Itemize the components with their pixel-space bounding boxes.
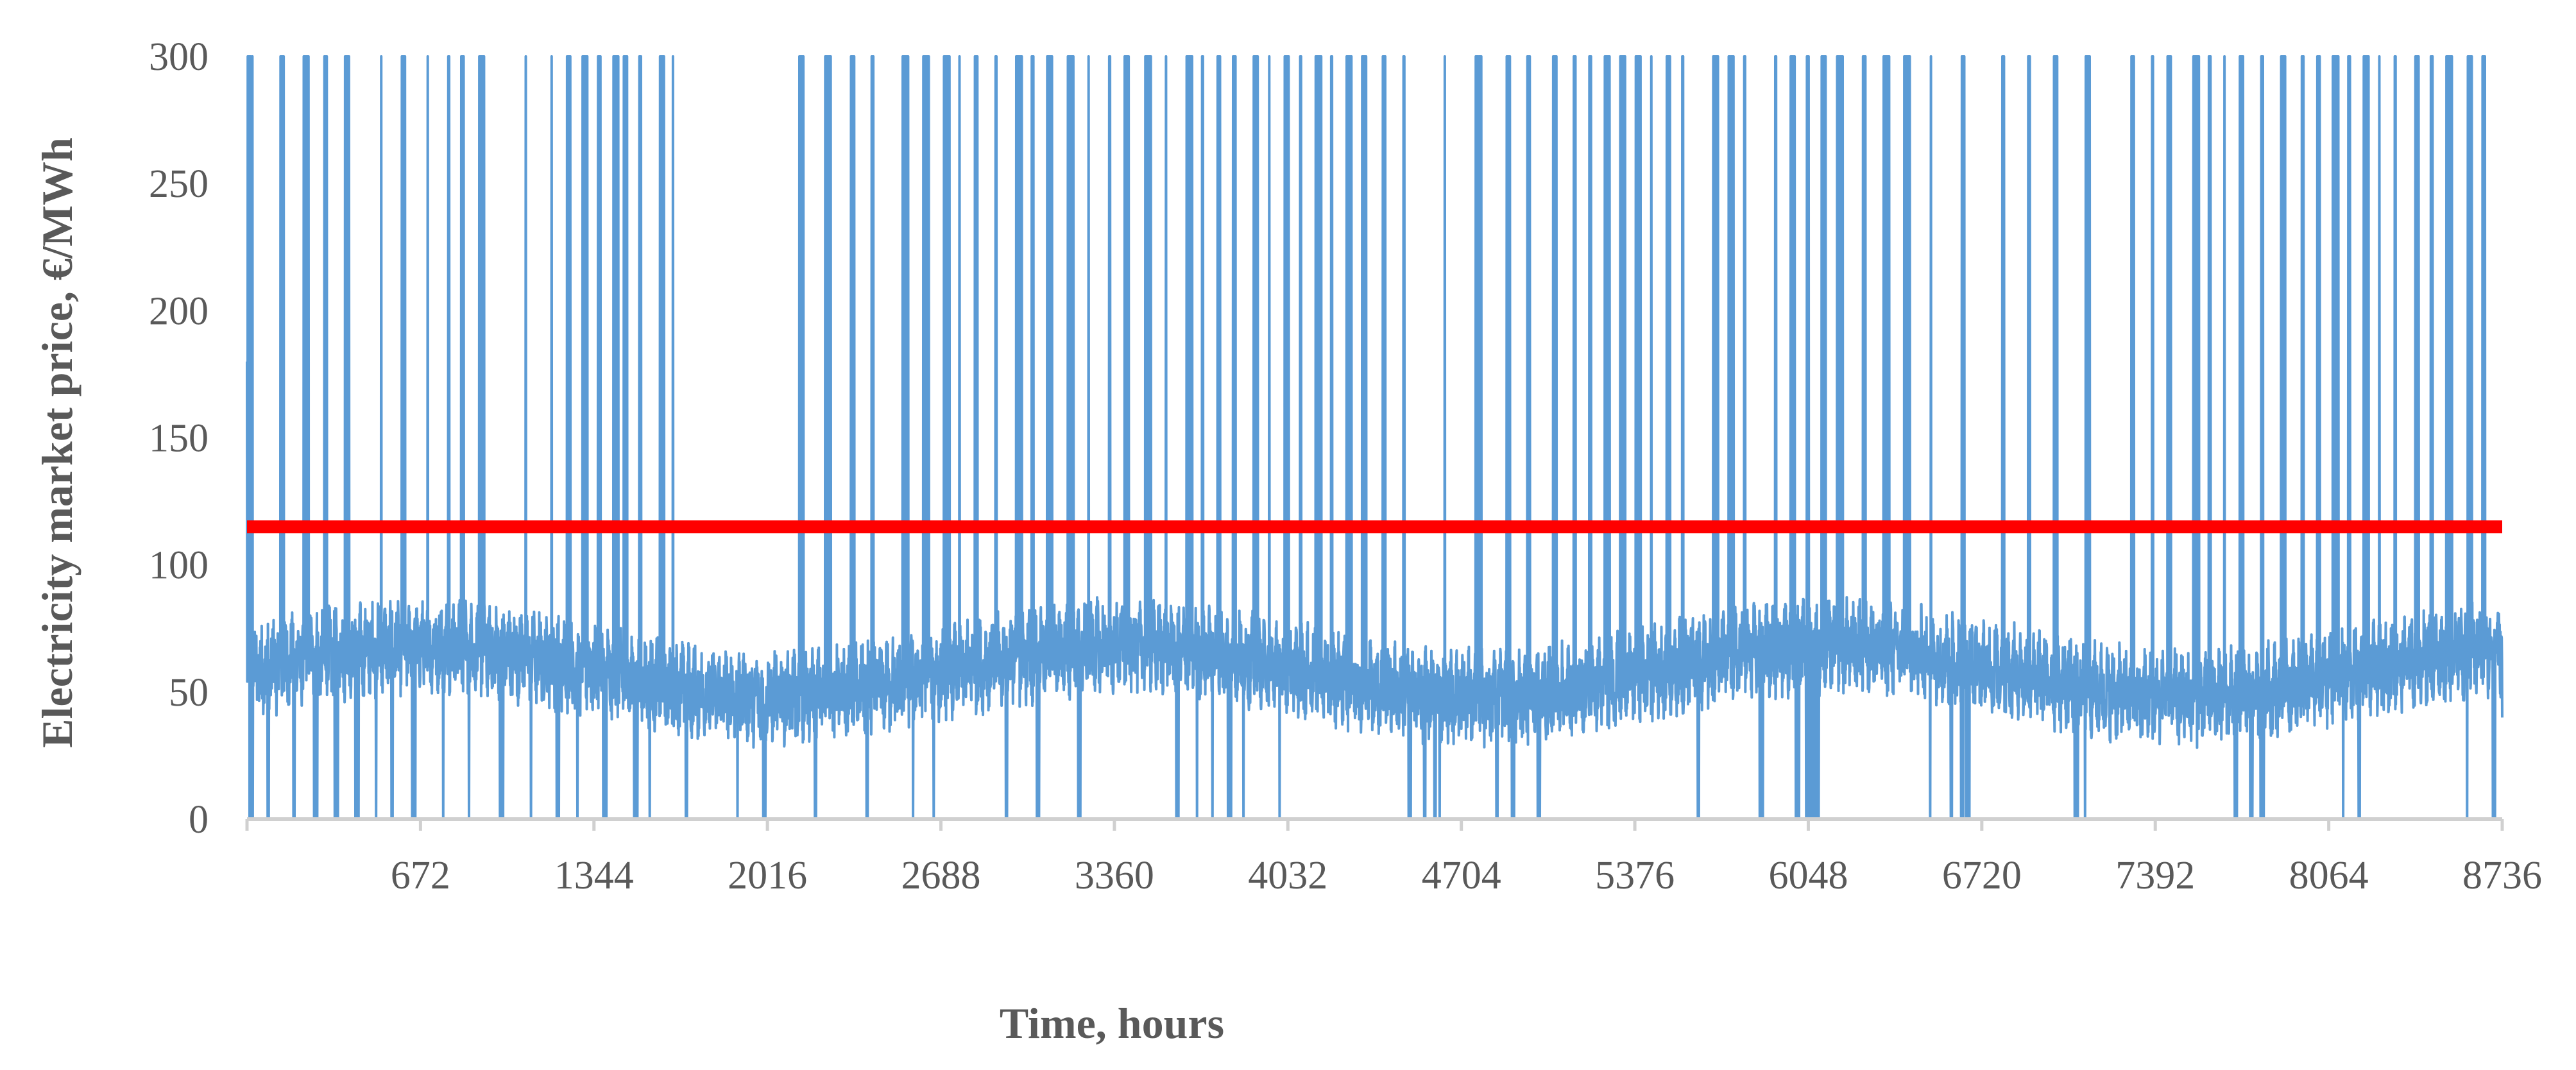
- x-axis-ticks: 672 1344 2016 2688 3360 4032 4704 5376 6048 6720 7…: [245, 819, 2542, 897]
- x-tick-label: 672: [391, 854, 450, 897]
- y-axis-ticks: 0 50 100 150 200 250 300: [149, 35, 209, 842]
- y-tick-label: 0: [189, 798, 209, 842]
- price-line: [246, 55, 2503, 820]
- x-tick-label: 5376: [1595, 854, 1675, 897]
- price-series: [246, 55, 2503, 820]
- y-tick-label: 200: [149, 289, 209, 333]
- x-tick-label: 8064: [2289, 854, 2369, 897]
- y-tick-label: 50: [169, 671, 209, 715]
- x-tick-label: 4032: [1248, 854, 1327, 897]
- x-tick-label: 3360: [1075, 854, 1154, 897]
- y-tick-label: 300: [149, 35, 209, 79]
- y-tick-label: 150: [149, 417, 209, 461]
- y-tick-label: 100: [149, 544, 209, 588]
- y-axis-title: Electricity market price, €/MWh: [33, 137, 81, 748]
- x-tick-label: 2688: [901, 854, 981, 897]
- x-tick-label: 8736: [2462, 854, 2542, 897]
- x-tick-label: 4704: [1422, 854, 1501, 897]
- x-tick-label: 6048: [1768, 854, 1848, 897]
- x-tick-label: 1344: [554, 854, 634, 897]
- x-tick-label: 6720: [1942, 854, 2022, 897]
- y-tick-label: 250: [149, 162, 209, 206]
- x-tick-label: 2016: [728, 854, 807, 897]
- x-tick-label: 7392: [2115, 854, 2195, 897]
- x-axis-title: Time, hours: [1000, 999, 1224, 1048]
- plot-area: [246, 55, 2503, 820]
